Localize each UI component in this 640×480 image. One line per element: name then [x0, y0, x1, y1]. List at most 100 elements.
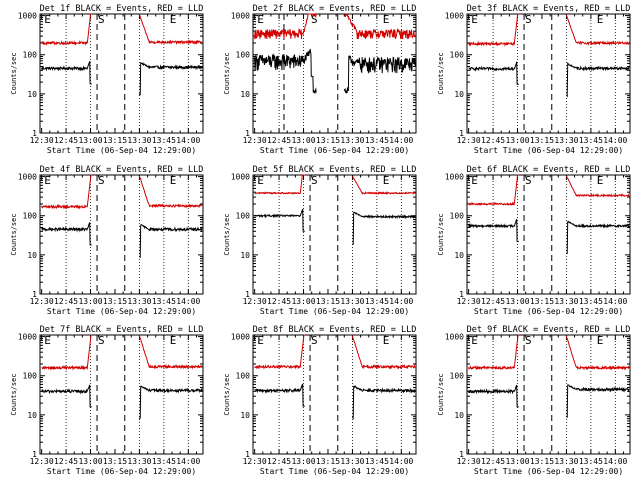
x-tick-label: 13:30	[127, 457, 151, 466]
x-tick-label: 12:45	[54, 297, 78, 306]
x-tick-label: 13:45	[365, 136, 389, 145]
y-tick-label: 100	[450, 51, 465, 60]
y-axis-label: Counts/sec	[223, 213, 231, 255]
series-events	[138, 61, 203, 96]
panel-det-7: Det 7f BLACK = Events, RED = LLD 1 10 100 10…	[10, 325, 204, 476]
x-axis-label: Start Time (06-Sep-04 12:29:00)	[260, 146, 409, 155]
x-tick-label: 13:45	[152, 136, 176, 145]
x-tick-label: 12:45	[481, 457, 505, 466]
x-tick-label: 13:45	[152, 457, 176, 466]
series-events	[343, 55, 416, 94]
series-lld	[468, 334, 519, 371]
x-tick-label: 13:15	[316, 297, 340, 306]
y-axis-label: Counts/sec	[10, 373, 18, 415]
panel-det-2: Det 2f BLACK = Events, RED = LLD 1 10 100 10…	[223, 4, 417, 155]
x-tick-label: 13:30	[340, 457, 364, 466]
event-marker-E: E	[597, 334, 604, 347]
series-lld	[138, 335, 203, 370]
event-marker-E: E	[170, 174, 177, 187]
panel-det-5: Det 5f BLACK = Events, RED = LLD 1 10 100 10…	[223, 165, 417, 316]
event-marker-E: E	[170, 334, 177, 347]
y-tick-label: 1	[459, 129, 464, 138]
x-tick-label: 14:00	[603, 457, 627, 466]
x-tick-label: 13:45	[579, 136, 603, 145]
panel-title: Det 4f BLACK = Events, RED = LLD	[40, 165, 204, 175]
series-events	[254, 48, 317, 94]
y-tick-label: 100	[236, 51, 251, 60]
event-marker-S: S	[311, 334, 318, 347]
event-marker-E: E	[44, 13, 51, 26]
y-tick-label: 10	[27, 90, 37, 99]
panel-title: Det 3f BLACK = Events, RED = LLD	[467, 4, 631, 14]
event-marker-S: S	[525, 13, 532, 26]
x-tick-label: 13:45	[579, 297, 603, 306]
x-tick-label: 14:00	[389, 457, 413, 466]
x-tick-label: 14:00	[389, 136, 413, 145]
series-lld	[565, 14, 630, 47]
x-tick-label: 13:45	[579, 457, 603, 466]
x-tick-label: 12:45	[481, 136, 505, 145]
series-lld	[468, 174, 519, 206]
x-tick-label: 13:30	[127, 297, 151, 306]
y-tick-label: 100	[236, 372, 251, 381]
x-tick-label: 13:45	[152, 297, 176, 306]
panel-det-1: Det 1f BLACK = Events, RED = LLD 1 10 100 10…	[10, 4, 204, 155]
panel-det-3: Det 3f BLACK = Events, RED = LLD 1 10 100 10…	[437, 4, 631, 155]
event-marker-E: E	[383, 334, 390, 347]
x-tick-label: 13:00	[291, 297, 315, 306]
y-tick-label: 1	[245, 450, 250, 459]
y-tick-label: 1	[32, 290, 37, 299]
panel-title: Det 6f BLACK = Events, RED = LLD	[467, 165, 631, 175]
y-axis-label: Counts/sec	[223, 373, 231, 415]
event-marker-E: E	[597, 13, 604, 26]
x-tick-label: 12:30	[243, 136, 267, 145]
y-axis-label: Counts/sec	[437, 52, 445, 94]
x-tick-label: 13:15	[530, 297, 554, 306]
x-tick-label: 12:30	[457, 457, 481, 466]
event-marker-E: E	[383, 13, 390, 26]
series-events	[352, 211, 416, 245]
y-tick-label: 1000	[445, 12, 464, 21]
x-axis-label: Start Time (06-Sep-04 12:29:00)	[474, 307, 623, 316]
series-lld	[565, 335, 630, 371]
y-tick-label: 1000	[231, 12, 250, 21]
y-axis-label: Counts/sec	[437, 213, 445, 255]
x-tick-label: 13:15	[530, 136, 554, 145]
x-tick-label: 12:45	[267, 297, 291, 306]
x-tick-label: 14:00	[603, 136, 627, 145]
x-tick-label: 14:00	[176, 457, 200, 466]
x-tick-label: 13:15	[530, 457, 554, 466]
y-tick-label: 100	[450, 212, 465, 221]
y-axis-label: Counts/sec	[10, 213, 18, 255]
plot-frame	[466, 174, 631, 295]
x-tick-label: 13:15	[316, 136, 340, 145]
series-lld	[254, 334, 305, 370]
x-axis-label: Start Time (06-Sep-04 12:29:00)	[47, 307, 196, 316]
x-tick-label: 12:30	[243, 457, 267, 466]
panel-det-4: Det 4f BLACK = Events, RED = LLD 1 10 100 10…	[10, 165, 204, 316]
series-lld	[344, 13, 416, 40]
series-events	[565, 220, 630, 255]
series-lld	[566, 175, 630, 198]
event-marker-E: E	[471, 334, 478, 347]
event-marker-S: S	[98, 334, 105, 347]
y-tick-label: 10	[454, 90, 464, 99]
plot-frame	[252, 13, 417, 134]
plot-frame	[466, 334, 631, 455]
x-tick-label: 13:45	[365, 297, 389, 306]
event-marker-E: E	[44, 174, 51, 187]
x-tick-label: 12:30	[457, 297, 481, 306]
plot-frame	[466, 13, 631, 134]
y-tick-label: 1000	[18, 173, 37, 182]
y-tick-label: 1	[459, 450, 464, 459]
y-axis-label: Counts/sec	[223, 52, 231, 94]
y-tick-label: 100	[450, 372, 465, 381]
event-marker-S: S	[525, 174, 532, 187]
series-lld	[254, 174, 305, 195]
x-axis-label: Start Time (06-Sep-04 12:29:00)	[47, 146, 196, 155]
y-tick-label: 1	[245, 129, 250, 138]
y-tick-label: 1000	[445, 333, 464, 342]
series-lld	[468, 13, 519, 47]
y-tick-label: 1	[459, 290, 464, 299]
